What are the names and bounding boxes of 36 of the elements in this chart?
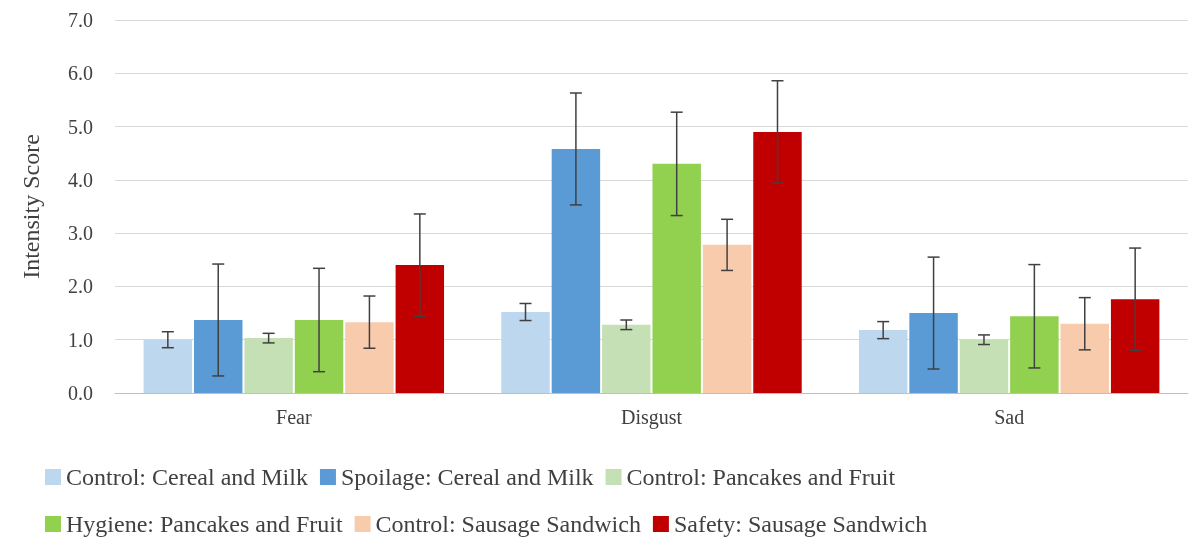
bar <box>753 131 802 393</box>
legend-label: Control: Cereal and Milk <box>66 464 308 490</box>
bar <box>702 244 752 393</box>
bar <box>1060 323 1109 393</box>
bar <box>858 330 908 393</box>
bar <box>1110 299 1160 393</box>
y-tick-label: 3.0 <box>68 222 93 245</box>
bar <box>959 339 1009 393</box>
bar <box>244 338 293 393</box>
legend-label: Control: Sausage Sandwich <box>375 511 641 537</box>
y-tick-label: 2.0 <box>68 275 93 298</box>
bar <box>143 339 193 393</box>
y-tick-label: 7.0 <box>68 9 93 31</box>
y-tick-label: 1.0 <box>68 328 93 351</box>
bar <box>602 324 651 393</box>
y-axis-title: Intensity Score <box>18 134 44 279</box>
legend-label: Spoilage: Cereal and Milk <box>340 464 594 490</box>
y-tick-label: 5.0 <box>68 115 93 138</box>
bar <box>652 163 701 393</box>
bar <box>294 320 344 393</box>
bar <box>551 148 601 393</box>
bar <box>909 313 958 393</box>
y-tick-label: 0.0 <box>68 382 93 404</box>
bar <box>1010 316 1059 393</box>
x-tick-label: Disgust <box>620 406 683 429</box>
bar <box>501 312 550 393</box>
y-tick-label: 6.0 <box>68 62 93 85</box>
x-tick-label: Fear <box>276 406 312 428</box>
bar <box>194 320 243 393</box>
bar <box>395 265 445 393</box>
legend-label: Hygiene: Pancakes and Fruit <box>66 511 343 537</box>
bar <box>345 322 394 393</box>
y-tick-label: 4.0 <box>68 168 93 191</box>
x-tick-label: Sad <box>994 406 1025 428</box>
legend-label: Safety: Sausage Sandwich <box>673 511 928 537</box>
legend-label: Control: Pancakes and Fruit <box>626 464 896 490</box>
